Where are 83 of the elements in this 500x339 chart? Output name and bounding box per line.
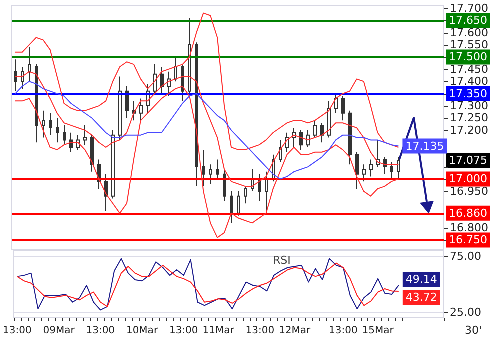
candlestick: [69, 132, 73, 153]
candlestick: [397, 156, 400, 180]
candlestick: [327, 100, 331, 138]
candlestick: [181, 64, 184, 102]
y-tick-label: 17.300: [450, 100, 488, 113]
x-tick-label: 13:00: [246, 326, 275, 336]
ref-line-label: 17.350: [449, 87, 488, 100]
candlestick: [265, 171, 268, 214]
candlestick: [362, 164, 366, 182]
candlestick: [299, 130, 303, 150]
candlestick: [160, 66, 164, 94]
y-tick-label: 17.250: [450, 112, 488, 125]
candlestick: [195, 42, 198, 188]
chart-title: RSI: [273, 254, 291, 267]
candlestick: [230, 190, 233, 224]
line-series: [14, 71, 400, 188]
candlestick: [334, 93, 338, 114]
candlestick: [83, 125, 87, 146]
candlestick: [139, 98, 143, 124]
candlestick: [56, 118, 59, 144]
text: 30': [464, 324, 482, 337]
candlestick: [21, 66, 24, 90]
y-tick-label: 16.950: [450, 184, 488, 198]
x-tick-label: 12Mar: [279, 326, 312, 336]
candlestick: [153, 64, 157, 94]
candlestick: [125, 86, 129, 119]
candlestick: [216, 159, 219, 180]
candlestick: [90, 134, 94, 172]
candlestick: [63, 125, 66, 146]
y-tick-label: 17.600: [450, 26, 488, 40]
line-series: [14, 81, 400, 180]
candlestick: [376, 140, 380, 168]
candlestick: [320, 122, 324, 144]
candlestick: [118, 76, 122, 141]
text: 17.075: [449, 154, 488, 167]
candlestick: [167, 71, 171, 97]
candlestick: [355, 152, 359, 190]
ref-line-label: 17.500: [449, 50, 488, 64]
x-tick-label: 13:00: [86, 326, 116, 336]
y-tick-label: 25.00: [450, 306, 482, 319]
candlestick: [49, 112, 52, 136]
candlestick: [348, 110, 352, 166]
candlestick: [313, 120, 317, 138]
ref-line-label: 16.860: [449, 206, 488, 220]
y-tick-label: 17.400: [450, 75, 488, 88]
candlestick: [383, 156, 387, 175]
x-tick-label: 10Mar: [126, 326, 159, 336]
x-tick-label: 13:00: [2, 326, 32, 336]
candlestick: [341, 96, 345, 122]
y-tick-label: 17.450: [450, 62, 488, 76]
y-tick-label: 75.00: [450, 250, 482, 264]
ref-line-label: 16.750: [449, 234, 488, 247]
candlestick: [369, 159, 373, 178]
y-tick-label: 17.200: [450, 124, 488, 137]
candlestick: [202, 149, 205, 188]
candlestick: [28, 46, 31, 82]
candlestick: [104, 174, 108, 212]
x-tick-label: 09Mar: [43, 326, 76, 336]
y-tick-label: 16.800: [450, 222, 488, 235]
x-tick-label: 15Mar: [362, 326, 395, 336]
line-series: [14, 12, 400, 150]
candlestick: [174, 56, 177, 82]
ref-line-label: 17.000: [449, 172, 488, 186]
y-tick-label: 17.550: [450, 38, 488, 52]
ref-line-label: 17.650: [449, 14, 488, 28]
candlestick: [237, 190, 240, 216]
data-label: 49.14: [406, 272, 438, 286]
data-label: 17.135: [406, 140, 444, 153]
line-series: [14, 86, 400, 238]
x-tick-label: 13:00: [169, 326, 198, 336]
candlestick: [188, 18, 191, 94]
candlestick: [223, 168, 226, 202]
candlestick: [306, 130, 310, 148]
candlestick: [111, 130, 115, 200]
data-label: 43.72: [406, 291, 438, 304]
candlestick: [209, 164, 212, 185]
y-tick-label: 17.700: [450, 2, 488, 15]
x-tick-label: 13:00: [329, 326, 358, 336]
candlestick: [390, 162, 393, 180]
candlestick: [42, 110, 45, 138]
candlestick: [244, 186, 247, 204]
x-tick-label: 11Mar: [202, 326, 236, 336]
candlestick: [14, 59, 17, 92]
